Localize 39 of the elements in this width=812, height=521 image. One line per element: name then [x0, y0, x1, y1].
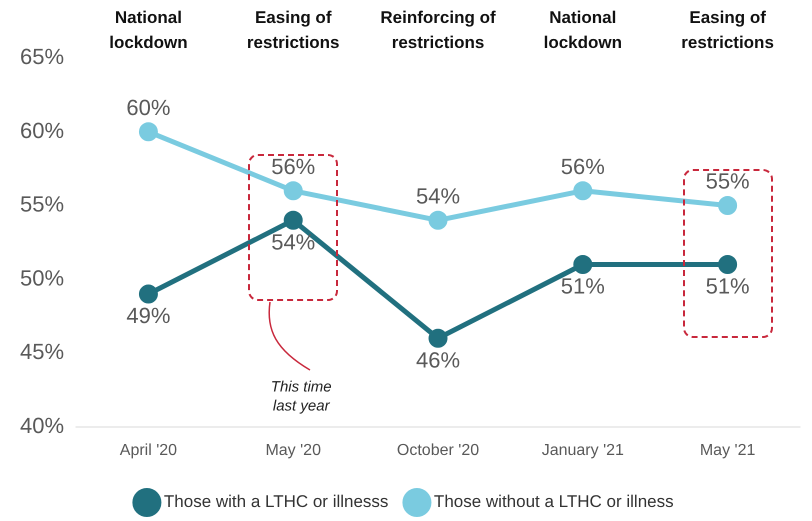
- data-label: 54%: [271, 229, 316, 254]
- data-label: 56%: [271, 154, 316, 179]
- annotation: This time last year: [270, 378, 332, 415]
- point: [284, 181, 303, 200]
- data-label: 54%: [416, 183, 460, 208]
- data-label: 51%: [706, 274, 750, 299]
- y-tick-label: 60%: [20, 118, 64, 143]
- x-tick-label: May '21: [700, 442, 756, 459]
- x-tick-label: October '20: [396, 442, 480, 459]
- data-label: 60%: [126, 94, 170, 120]
- y-tick-label: 45%: [20, 339, 64, 364]
- point: [428, 328, 448, 348]
- x-tick-label: May '20: [265, 442, 322, 459]
- point: [284, 210, 303, 230]
- y-tick-label: 55%: [20, 192, 64, 217]
- x-tick-label: January '21: [542, 442, 624, 459]
- y-tick-label: 50%: [20, 265, 64, 290]
- data-label: 51%: [560, 274, 605, 299]
- text: Reinforcing of restrictions: [380, 8, 496, 52]
- text: National lockdown: [544, 8, 622, 52]
- legend-label: Those without a LTHC or illness: [434, 492, 674, 512]
- text: Easing of restrictions: [246, 8, 340, 52]
- legend-label: Those with a LTHC or illnesss: [164, 492, 388, 512]
- point: [718, 255, 738, 274]
- point: [138, 284, 158, 304]
- y-tick-label: 65%: [20, 44, 64, 70]
- point: [573, 255, 592, 274]
- data-label: 46%: [416, 347, 460, 372]
- point: [138, 122, 158, 142]
- x-tick-label: April '20: [120, 442, 178, 459]
- point: [718, 196, 738, 216]
- data-label: 56%: [560, 154, 605, 179]
- text: National lockdown: [109, 8, 188, 52]
- data-label: 55%: [706, 168, 750, 194]
- data-label: 49%: [126, 303, 170, 328]
- text: Easing of restrictions: [681, 8, 774, 52]
- point: [573, 181, 592, 200]
- y-tick-label: 40%: [20, 412, 64, 438]
- point: [428, 210, 448, 230]
